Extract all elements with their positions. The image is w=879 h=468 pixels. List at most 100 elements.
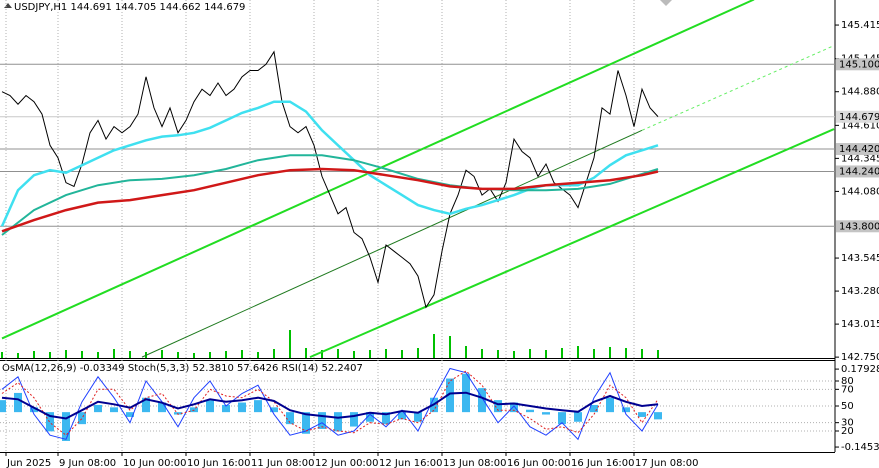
x-tick-label: 10 Jun 16:00 <box>187 458 251 468</box>
level-label-box <box>836 143 879 156</box>
y-tick-label: 145.415 <box>841 20 879 31</box>
y-tick-label: 143.545 <box>841 253 879 264</box>
osma-bar <box>78 412 86 425</box>
y-tick-label: 50 <box>841 401 854 412</box>
volume-bar <box>561 348 563 358</box>
price-line-series <box>1 50 659 309</box>
osma-bar <box>46 412 54 432</box>
volume-bar <box>369 350 371 358</box>
osma-bar <box>382 412 390 425</box>
osma-bar <box>590 404 598 413</box>
x-tick-label: 11 Jun 08:00 <box>251 458 315 468</box>
level-label: 144.420 <box>839 144 879 155</box>
volume-bar <box>1 352 3 358</box>
volume-bar <box>129 351 131 358</box>
osma-bar <box>126 412 134 417</box>
price-label: 144.679 <box>839 112 879 123</box>
y-tick-label: 30 <box>841 418 854 429</box>
osma-bar <box>606 397 614 413</box>
osma-bar <box>254 400 262 413</box>
indicator-title: OsMA(12,26,9) -0.03349 Stoch(5,3,3) 52.3… <box>2 363 363 374</box>
osma-bar <box>0 400 6 413</box>
volume-bar <box>657 350 659 358</box>
volume-bar <box>273 349 275 358</box>
y-tick-label: 144.880 <box>841 87 879 98</box>
volume-bar <box>241 350 243 358</box>
osma-bar <box>350 412 358 427</box>
osma-bar <box>542 412 550 415</box>
y2-tick-label: -0.14537 <box>841 442 879 453</box>
volume-bar <box>209 352 211 358</box>
y-tick-label: 144.610 <box>841 120 879 131</box>
osma-bar <box>14 392 22 413</box>
y-tick-label: 144.080 <box>841 186 879 197</box>
osma-bar <box>286 412 294 425</box>
osma-bar <box>270 407 278 413</box>
osma-bar <box>142 397 150 413</box>
osma-bar <box>526 409 534 413</box>
volume-bar <box>609 347 611 358</box>
level-label-box <box>836 220 879 233</box>
trendline <box>1 0 755 340</box>
osma-bar <box>494 400 502 413</box>
x-tick-label: 12 Jun 00:00 <box>315 458 379 468</box>
osma-bar <box>638 412 646 417</box>
volume-bar <box>625 348 627 358</box>
osma-bar <box>206 400 214 413</box>
trendline <box>641 45 835 131</box>
volume-bar <box>497 350 499 358</box>
scroll-icon[interactable] <box>660 0 672 6</box>
y-tick-label: 143.015 <box>841 319 879 330</box>
osma-bar <box>222 404 230 413</box>
volume-bar <box>17 353 19 358</box>
volume-bar <box>449 336 451 358</box>
volume-bar <box>385 349 387 358</box>
volume-bar <box>481 349 483 358</box>
price-label-box <box>836 110 879 123</box>
y2-tick-label: 0.17928 <box>841 364 879 375</box>
osma-bar <box>478 388 486 413</box>
oscillator-line <box>1 391 659 420</box>
y-tick-label: 144.345 <box>841 153 879 164</box>
volume-bar <box>641 349 643 358</box>
x-tick-label: 16 Jun 00:00 <box>507 458 571 468</box>
volume-bar <box>593 349 595 358</box>
osma-bar <box>174 412 182 415</box>
osma-bar <box>654 412 662 420</box>
trendline <box>309 128 835 359</box>
y-tick-label: 80 <box>841 376 854 387</box>
x-tick-label: 16 Jun 16:00 <box>571 458 635 468</box>
y-tick-label: 142.750 <box>841 352 879 363</box>
y-tick-label: 143.280 <box>841 286 879 297</box>
x-tick-label: 10 Jun 00:00 <box>123 458 187 468</box>
x-tick-label: 17 Jun 08:00 <box>635 458 699 468</box>
y-tick-label: 70 <box>841 384 854 395</box>
volume-bar <box>321 350 323 358</box>
volume-bar <box>161 350 163 358</box>
osma-bar <box>398 412 406 420</box>
level-label-box <box>836 165 879 178</box>
moving-average <box>1 154 659 236</box>
osma-bar <box>446 378 454 413</box>
volume-bar <box>33 351 35 358</box>
volume-bar <box>97 352 99 358</box>
volume-bar <box>113 349 115 358</box>
x-tick-label: 9 Jun 08:00 <box>59 458 116 468</box>
volume-bar <box>225 351 227 358</box>
volume-bar <box>177 352 179 358</box>
volume-bar <box>65 350 67 358</box>
osma-bar <box>158 402 166 413</box>
volume-bar <box>401 350 403 358</box>
volume-bar <box>337 349 339 358</box>
osma-bar <box>558 412 566 425</box>
osma-bar <box>30 407 38 413</box>
volume-bar <box>513 351 515 358</box>
volume-bar <box>257 352 259 358</box>
x-tick-label: 12 Jun 16:00 <box>379 458 443 468</box>
oscillator-line <box>1 370 659 436</box>
osma-bar <box>318 412 326 429</box>
osma-bar <box>110 407 118 413</box>
volume-bar <box>193 353 195 358</box>
level-label-box <box>836 58 879 71</box>
